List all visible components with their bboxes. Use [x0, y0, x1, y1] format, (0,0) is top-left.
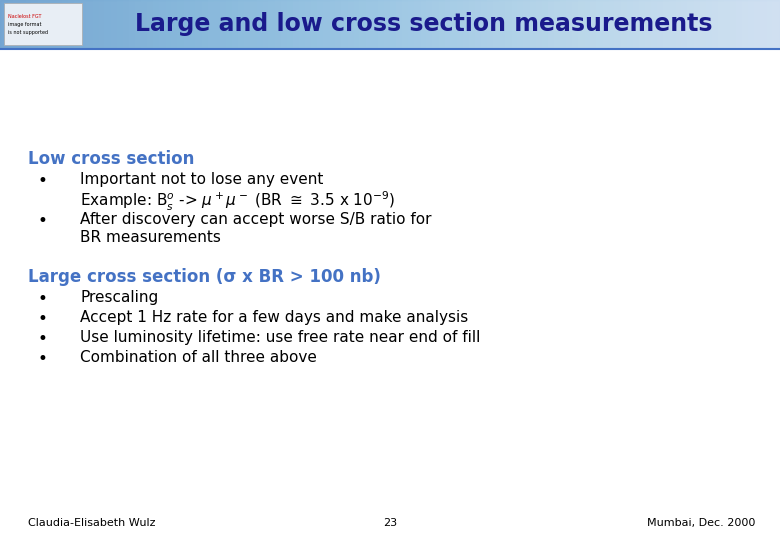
Text: Claudia-Elisabeth Wulz: Claudia-Elisabeth Wulz	[28, 518, 155, 528]
Text: Mumbai, Dec. 2000: Mumbai, Dec. 2000	[647, 518, 755, 528]
Text: •: •	[38, 350, 48, 368]
Text: Prescaling: Prescaling	[80, 290, 158, 305]
Text: Large cross section (σ x BR > 100 nb): Large cross section (σ x BR > 100 nb)	[28, 268, 381, 286]
Text: is not supported: is not supported	[8, 30, 48, 35]
Text: image format: image format	[8, 22, 41, 27]
Text: •: •	[38, 310, 48, 328]
Text: Accept 1 Hz rate for a few days and make analysis: Accept 1 Hz rate for a few days and make…	[80, 310, 468, 325]
Text: •: •	[38, 290, 48, 308]
Text: After discovery can accept worse S/B ratio for: After discovery can accept worse S/B rat…	[80, 212, 431, 227]
Text: Naclelost FGT: Naclelost FGT	[8, 14, 41, 19]
Text: •: •	[38, 330, 48, 348]
Text: 23: 23	[383, 518, 397, 528]
Text: •: •	[38, 172, 48, 190]
Text: Large and low cross section measurements: Large and low cross section measurements	[135, 12, 712, 36]
Bar	[4, 3, 82, 45]
Text: Low cross section: Low cross section	[28, 150, 194, 168]
Text: Example: B$_s^o$ -> $\mu^+\mu^-$ (BR $\cong$ 3.5 x 10$^{-9}$): Example: B$_s^o$ -> $\mu^+\mu^-$ (BR $\c…	[80, 190, 395, 213]
Text: Use luminosity lifetime: use free rate near end of fill: Use luminosity lifetime: use free rate n…	[80, 330, 480, 345]
Text: Important not to lose any event: Important not to lose any event	[80, 172, 324, 187]
Bar	[0, 0, 780, 48]
Text: BR measurements: BR measurements	[80, 230, 221, 245]
Text: •: •	[38, 212, 48, 230]
Text: Combination of all three above: Combination of all three above	[80, 350, 317, 365]
